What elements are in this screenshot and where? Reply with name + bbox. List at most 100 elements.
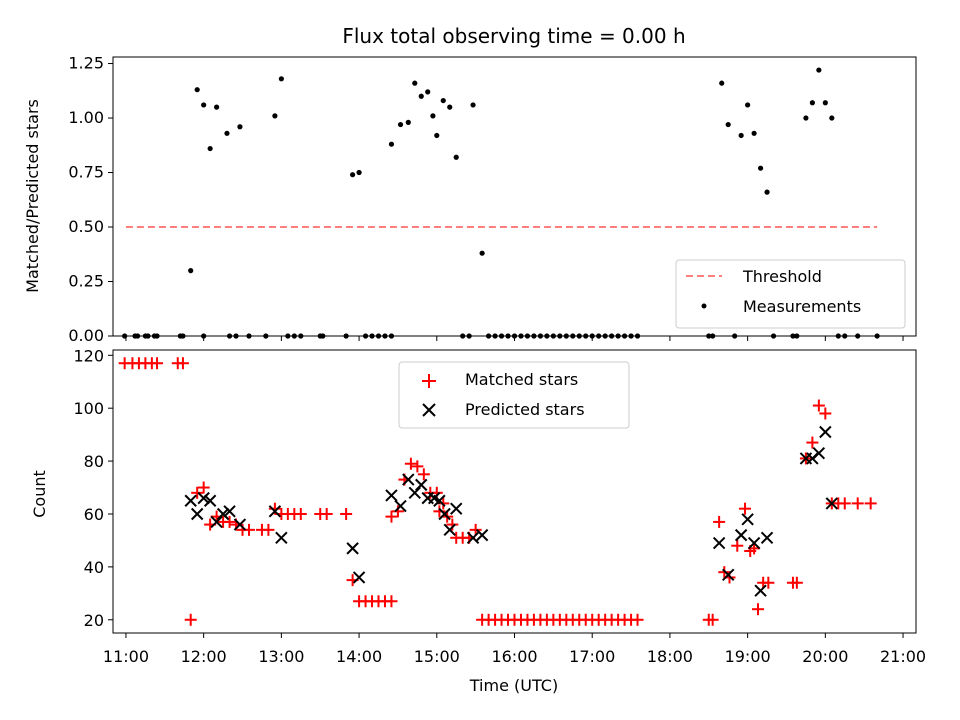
matched-star-point	[197, 481, 210, 494]
predicted-stars-points	[184, 425, 839, 597]
count-x-tick-label: 18:00	[647, 647, 693, 666]
count-x-tick-label: 13:00	[258, 647, 304, 666]
measurement-point	[237, 124, 243, 130]
predicted-star-point	[203, 494, 217, 507]
measurement-point	[453, 154, 459, 160]
predicted-star-point	[216, 507, 230, 521]
predicted-star-point	[210, 515, 223, 529]
count-y-tick-label: 40	[84, 558, 104, 577]
count-y-tick-label: 120	[73, 346, 104, 365]
measurement-point	[829, 115, 835, 121]
ratio-y-tick-label: 0.00	[68, 326, 104, 345]
legend-predicted-swatch	[422, 403, 436, 417]
measurement-point	[745, 102, 751, 108]
predicted-star-point	[415, 478, 428, 492]
count-x-tick-label: 17:00	[569, 647, 615, 666]
predicted-star-point	[741, 513, 754, 526]
ratio-y-axis-label: Matched/Predicted stars	[23, 99, 42, 293]
count-y-axis-label: Count	[30, 470, 49, 518]
ratio-y-tick-label: 0.25	[68, 272, 104, 291]
predicted-star-point	[450, 502, 463, 515]
measurement-point	[418, 93, 424, 99]
predicted-star-point	[443, 523, 456, 537]
ratio-plot-frame	[112, 56, 917, 337]
ratio-legend: Threshold Measurements	[675, 259, 906, 329]
matched-star-point	[262, 523, 275, 536]
measurement-point	[816, 67, 822, 73]
legend-matched-label: Matched stars	[465, 370, 578, 389]
count-legend-box	[398, 361, 630, 429]
measurement-point	[764, 189, 770, 195]
ratio-y-tick-label: 1.00	[68, 108, 104, 127]
ratio-y-tick-label: 0.75	[68, 163, 104, 182]
measurement-point	[207, 145, 213, 152]
count-plot-frame	[112, 349, 917, 634]
measurement-point	[470, 102, 476, 108]
matched-star-point	[838, 497, 851, 510]
ratio-y-tick-label: 1.25	[68, 54, 104, 73]
matched-star-point	[320, 507, 333, 520]
ratio-panel: Flux total observing time = 0.00 h 0.000…	[23, 24, 917, 345]
matched-star-point	[294, 507, 307, 520]
predicted-star-point	[275, 531, 288, 544]
matched-star-point	[404, 457, 417, 470]
measurement-point	[757, 165, 764, 171]
measurement-point	[405, 119, 411, 125]
predicted-star-point	[402, 473, 415, 486]
ratio-y-tick-label: 0.50	[68, 217, 104, 236]
matched-stars-points	[118, 357, 877, 626]
measurement-point	[272, 113, 278, 119]
count-x-tick-label: 20:00	[802, 647, 848, 666]
x-axis-label: Time (UTC)	[469, 676, 558, 695]
matched-star-point	[176, 357, 189, 370]
measurement-point	[434, 132, 440, 139]
predicted-star-point	[721, 568, 735, 582]
matched-star-point	[751, 603, 764, 616]
count-x-tick-label: 16:00	[491, 647, 537, 666]
measurement-point	[822, 100, 828, 106]
matched-star-point	[806, 436, 819, 449]
matched-star-point	[340, 507, 353, 520]
predicted-star-point	[819, 425, 832, 439]
count-x-tick-label: 12:00	[181, 647, 227, 666]
predicted-star-point	[712, 536, 726, 550]
matched-star-point	[731, 539, 744, 552]
matched-star-point	[411, 460, 424, 473]
measurement-point	[350, 172, 356, 178]
measurement-point	[224, 130, 230, 136]
measurement-point	[430, 113, 436, 119]
count-y-tick-label: 100	[73, 399, 104, 418]
count-x-tick-label: 14:00	[336, 647, 382, 666]
count-x-tick-label: 21:00	[880, 647, 926, 666]
measurement-point	[803, 115, 809, 121]
predicted-star-point	[268, 505, 282, 518]
measurement-point	[425, 89, 431, 95]
predicted-star-point	[466, 531, 480, 544]
measurement-point	[751, 130, 757, 136]
ratio-axes: 0.00 0.25 0.50 0.75 1.00 1.25	[68, 54, 904, 345]
matched-star-point	[191, 486, 204, 499]
predicted-star-point	[190, 507, 204, 521]
count-y-tick-label: 20	[84, 611, 104, 630]
predicted-star-point	[825, 497, 839, 510]
matched-star-point	[385, 510, 398, 523]
count-legend: Matched stars Predicted stars	[398, 361, 630, 429]
predicted-star-point	[408, 486, 421, 500]
count-y-tick-label: 80	[84, 452, 104, 471]
matched-star-point	[184, 613, 197, 626]
measurement-point	[397, 121, 404, 128]
matched-star-point	[385, 595, 398, 608]
measurement-point	[356, 169, 362, 176]
matched-star-point	[790, 576, 803, 589]
measurement-point	[412, 80, 418, 86]
matched-star-point	[706, 613, 719, 626]
measurement-point	[447, 104, 453, 110]
measurement-point	[440, 97, 446, 104]
predicted-star-point	[346, 542, 359, 555]
matched-star-point	[223, 515, 236, 528]
predicted-star-point	[747, 536, 761, 550]
predicted-star-point	[433, 494, 446, 507]
predicted-star-point	[438, 507, 451, 521]
